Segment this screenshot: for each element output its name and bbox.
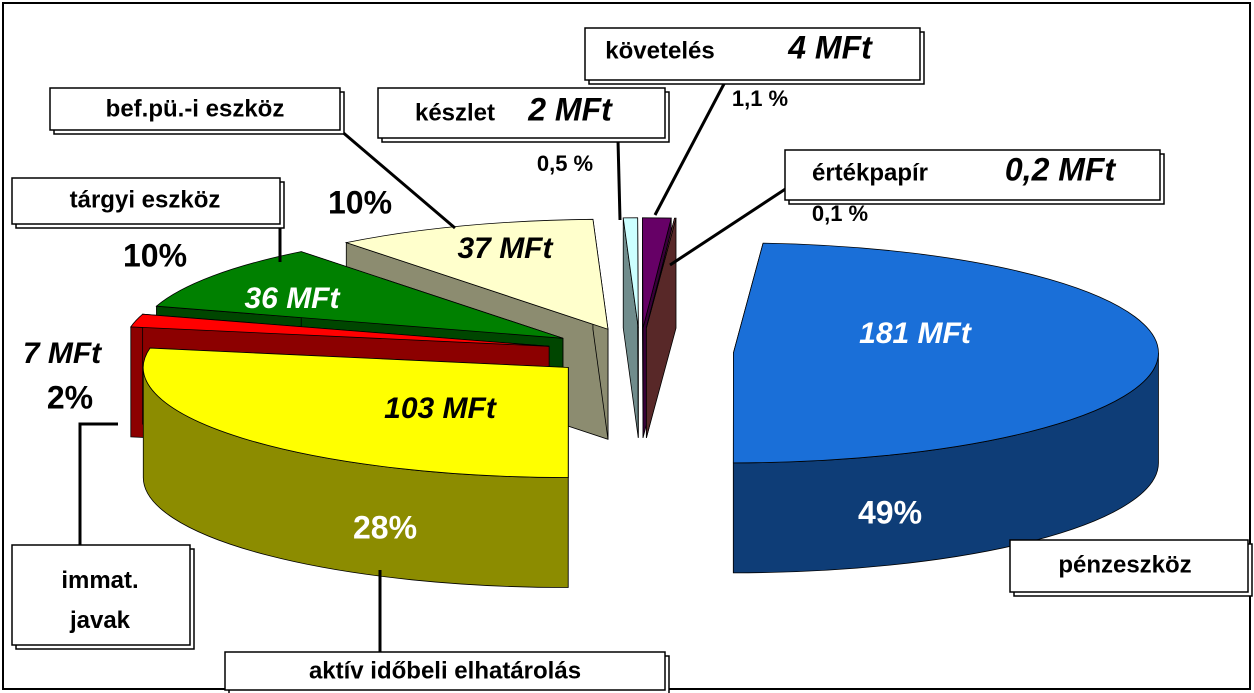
slice-top [622,217,639,328]
slice-top [645,217,677,328]
leader-line [78,422,118,545]
value-label: 2 MFt [527,91,613,127]
percent-label: 49% [858,494,922,530]
label-box [49,87,341,131]
value-label: 36 MFt [244,282,341,315]
category-label: készlet [415,99,495,126]
category-label-line: immat. [61,567,138,594]
percent-label: 0,1 % [812,201,868,226]
slice-top [130,313,550,347]
value-label: 181 MFt [859,317,973,350]
leader-line [653,81,727,216]
category-label: követelés [605,37,714,64]
label-box [784,149,1161,201]
category-label: immat. javak [61,567,138,634]
slice-top [642,217,672,328]
value-label: 7 MFt [23,337,103,370]
percent-label: 10% [328,184,392,220]
leader-line [669,184,791,267]
slice-top [344,218,609,330]
leader-line [339,128,456,230]
label-box [1009,539,1249,593]
value-label: 4 MFt [787,29,873,65]
label-box [11,544,191,646]
percent-label: 2% [47,379,93,415]
value-label: 103 MFt [384,392,498,425]
label-box [224,651,666,691]
percent-label: 10% [123,237,187,273]
slice-top [142,347,569,478]
label-box [377,87,666,139]
value-label: 37 MFt [457,232,554,265]
leader-line [616,139,622,221]
category-label: értékpapír [812,159,928,186]
percent-label: 28% [353,509,417,545]
category-label-line: javak [69,607,131,634]
category-label: tárgyi eszköz [70,186,221,213]
label-box [584,27,921,81]
label-box [11,177,281,225]
category-label: pénzeszköz [1058,551,1191,578]
category-label: aktív időbeli elhatárolás [309,657,581,684]
category-label: bef.pü.-i eszköz [106,95,285,122]
percent-label: 1,1 % [732,86,788,111]
slice-top [732,242,1159,464]
percent-label: 0,5 % [537,151,593,176]
slice-top [155,251,564,339]
value-label: 0,2 MFt [1005,151,1117,187]
